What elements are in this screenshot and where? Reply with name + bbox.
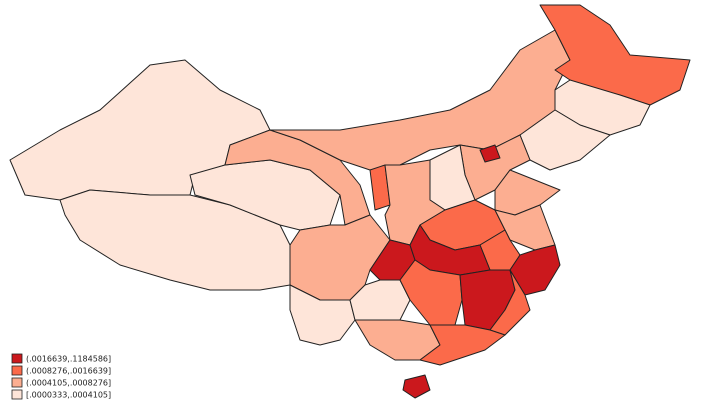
region [494, 169, 561, 216]
region [289, 284, 356, 346]
region [479, 144, 501, 163]
legend-label: [.0000333,.0004105] [26, 391, 111, 400]
legend-swatch [11, 365, 23, 376]
legend-swatch [11, 377, 23, 388]
legend-label: (.0008276,.0016639] [26, 367, 111, 376]
legend: (.0016639,.1184586] (.0008276,.0016639] (.… [11, 353, 111, 400]
legend-swatch [11, 389, 23, 400]
legend-label: (.0004105,.0008276] [26, 379, 111, 388]
region [224, 129, 371, 226]
regions [9, 4, 691, 399]
region [419, 324, 506, 366]
legend-label: (.0016639,.1184586] [26, 355, 111, 364]
region [402, 374, 431, 399]
legend-swatch [11, 353, 23, 364]
